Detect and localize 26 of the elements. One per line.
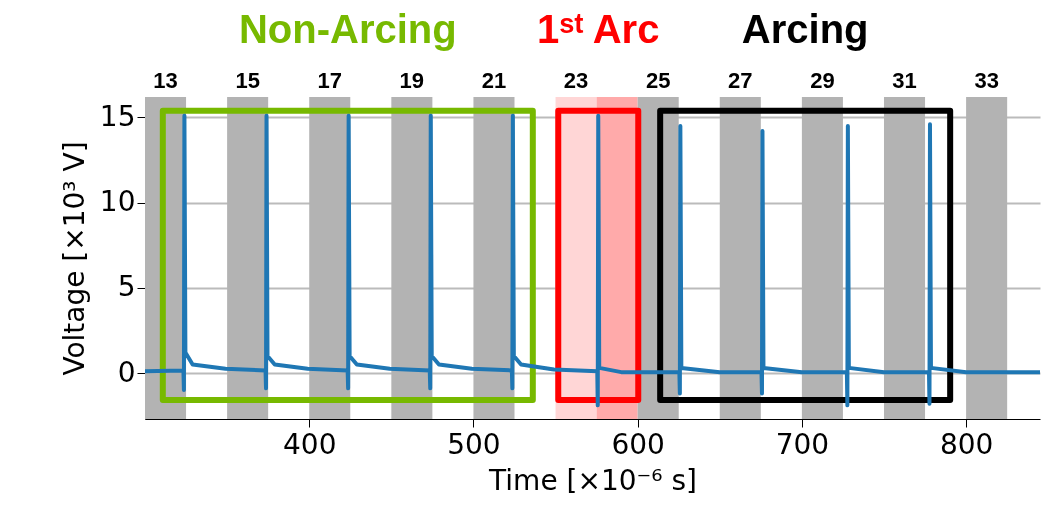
x-tick-label: 800: [939, 427, 994, 461]
band-label: 29: [810, 68, 835, 93]
band-label: 17: [317, 68, 342, 93]
y-axis-title: Voltage [×10³ V]: [57, 141, 91, 376]
band-label: 27: [728, 68, 753, 93]
x-tick-label: 500: [447, 427, 501, 461]
band-label: 23: [563, 68, 589, 93]
x-axis-title: Time [×10⁻⁶ s]: [488, 463, 697, 497]
x-tick-label: 600: [611, 427, 665, 461]
line-series: [145, 113, 1040, 408]
annotation: Non-Arcing: [238, 7, 457, 51]
annotation: Arcing: [741, 7, 869, 51]
band-label: 13: [153, 68, 178, 93]
band-label: 31: [892, 68, 917, 93]
y-tick-label: 10: [99, 185, 136, 219]
band-label: 15: [235, 68, 260, 93]
y-tick-label: 0: [117, 355, 136, 389]
x-tick-label: 400: [282, 427, 337, 461]
y-tick-label: 5: [117, 270, 136, 304]
y-tick-label: 15: [99, 99, 136, 133]
band-label: 25: [645, 68, 671, 93]
band-label: 21: [481, 68, 507, 93]
band-label: 33: [974, 68, 999, 93]
annotation: 1ˢᵗ Arc: [537, 7, 660, 51]
band-label: 19: [399, 68, 425, 93]
x-tick-label: 700: [775, 427, 830, 461]
